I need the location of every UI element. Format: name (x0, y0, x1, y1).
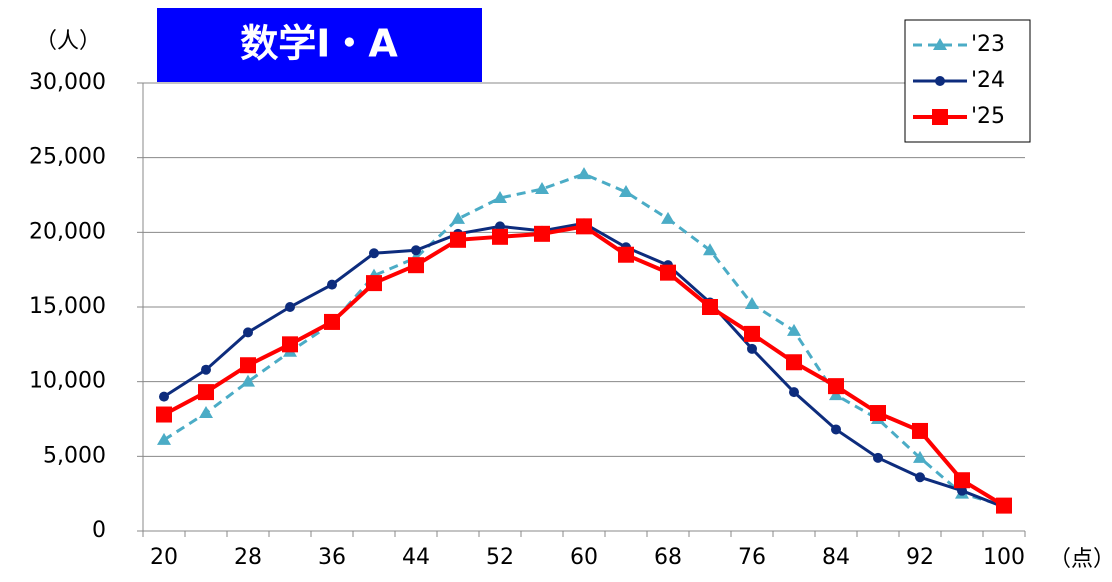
data-point (913, 450, 927, 463)
series-line (163, 224, 1006, 508)
data-point (912, 422, 928, 439)
data-point (954, 472, 970, 489)
y-tick-label: 30,000 (29, 70, 106, 95)
data-point (451, 211, 465, 224)
data-point (157, 432, 171, 445)
data-point (619, 185, 633, 198)
y-tick-label: 20,000 (29, 219, 106, 244)
x-unit: （点） (1049, 547, 1112, 572)
data-point (745, 297, 759, 310)
data-point (996, 497, 1012, 514)
y-tick-label: 25,000 (29, 145, 106, 170)
data-point (366, 275, 382, 292)
data-point (618, 246, 634, 263)
data-point (915, 472, 925, 483)
legend-marker (935, 76, 945, 86)
x-tick-label: 28 (234, 545, 262, 570)
title-box (157, 8, 482, 82)
data-point (577, 167, 591, 180)
x-tick-label: 100 (983, 545, 1025, 570)
series-line (163, 221, 1005, 509)
data-point (159, 391, 169, 402)
x-tick-label: 84 (822, 545, 850, 570)
data-point (450, 231, 466, 248)
y-unit: （人） (35, 29, 101, 54)
data-point (243, 327, 253, 338)
data-point (534, 225, 550, 242)
data-point (828, 378, 844, 395)
chart-title: 数学Ⅰ・A (240, 22, 398, 66)
data-point (702, 299, 718, 315)
data-point (156, 406, 172, 423)
y-tick-label: 10,000 (29, 369, 106, 394)
legend-label: '24 (971, 68, 1005, 93)
data-point (660, 264, 676, 281)
data-point (789, 387, 799, 398)
data-point (873, 452, 883, 463)
y-tick-label: 0 (92, 518, 106, 543)
data-point (324, 313, 340, 330)
data-point (408, 257, 424, 274)
data-point (285, 302, 295, 312)
data-point (241, 374, 255, 387)
legend-label: '25 (971, 104, 1005, 129)
data-point (703, 243, 717, 256)
x-tick-label: 68 (654, 545, 682, 570)
x-tick-label: 36 (318, 545, 346, 570)
x-tick-label: 20 (150, 545, 178, 570)
data-point (492, 228, 508, 245)
data-point (787, 323, 801, 336)
data-point (535, 182, 549, 195)
data-point (411, 245, 421, 256)
legend-marker (932, 109, 948, 125)
data-point (199, 406, 213, 419)
legend-label: '23 (971, 32, 1005, 57)
x-tick-label: 60 (570, 545, 598, 570)
x-tick-label: 52 (486, 545, 514, 570)
data-point (198, 384, 214, 401)
data-point (327, 279, 337, 290)
data-point (576, 218, 592, 235)
y-tick-label: 15,000 (29, 294, 106, 319)
data-point (786, 354, 802, 371)
data-point (201, 364, 211, 375)
series-line (163, 172, 1005, 508)
data-point (831, 424, 841, 435)
data-point (661, 211, 675, 224)
data-point (744, 325, 760, 342)
data-point (369, 248, 379, 259)
y-tick-label: 5,000 (43, 443, 106, 468)
x-tick-label: 92 (906, 545, 934, 570)
data-point (282, 336, 298, 353)
x-tick-label: 44 (402, 545, 430, 570)
data-point (747, 343, 757, 354)
x-tick-label: 76 (738, 545, 766, 570)
data-point (240, 357, 256, 374)
data-point (493, 190, 507, 203)
data-point (870, 405, 886, 422)
legend-marker (933, 38, 947, 50)
